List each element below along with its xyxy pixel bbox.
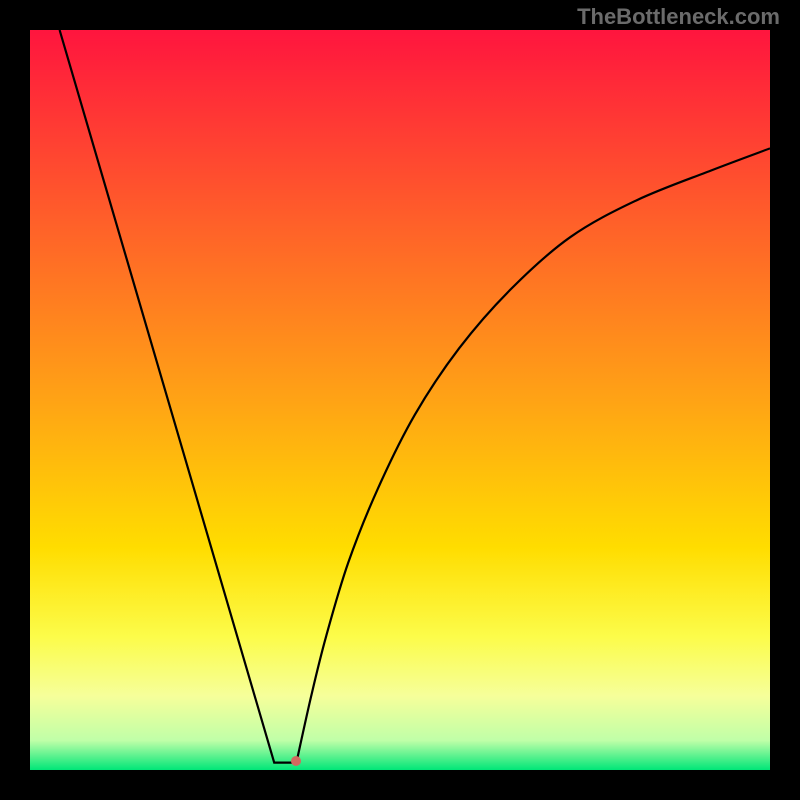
bottleneck-curve	[30, 30, 770, 770]
curve-path	[60, 30, 770, 763]
chart-plot-area	[30, 30, 770, 770]
watermark-text: TheBottleneck.com	[577, 4, 780, 30]
valley-marker-dot	[291, 756, 301, 766]
